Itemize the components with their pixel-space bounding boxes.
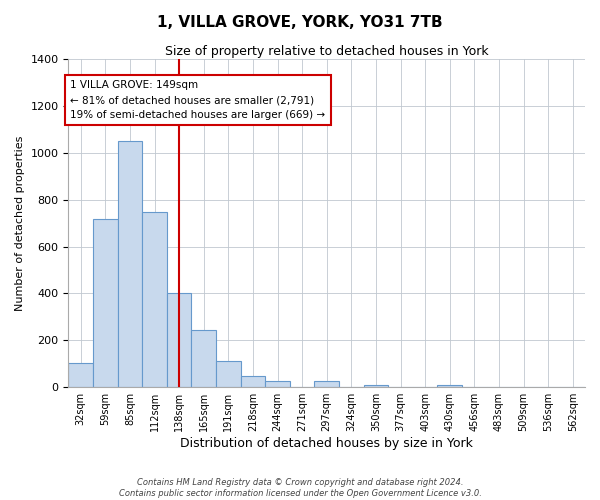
X-axis label: Distribution of detached houses by size in York: Distribution of detached houses by size … [180, 437, 473, 450]
Title: Size of property relative to detached houses in York: Size of property relative to detached ho… [165, 45, 488, 58]
Bar [93, 218, 118, 387]
Bar [216, 360, 241, 387]
Bar [191, 330, 216, 387]
Bar [142, 212, 167, 387]
Text: 1, VILLA GROVE, YORK, YO31 7TB: 1, VILLA GROVE, YORK, YO31 7TB [157, 15, 443, 30]
Text: Contains HM Land Registry data © Crown copyright and database right 2024.
Contai: Contains HM Land Registry data © Crown c… [119, 478, 481, 498]
Bar [167, 294, 191, 387]
Bar [118, 141, 142, 387]
Bar [265, 381, 290, 387]
Bar [364, 385, 388, 387]
Bar [314, 381, 339, 387]
Y-axis label: Number of detached properties: Number of detached properties [15, 136, 25, 311]
Bar [437, 385, 462, 387]
Bar [68, 362, 93, 387]
Text: 1 VILLA GROVE: 149sqm
← 81% of detached houses are smaller (2,791)
19% of semi-d: 1 VILLA GROVE: 149sqm ← 81% of detached … [70, 80, 325, 120]
Bar [241, 376, 265, 387]
